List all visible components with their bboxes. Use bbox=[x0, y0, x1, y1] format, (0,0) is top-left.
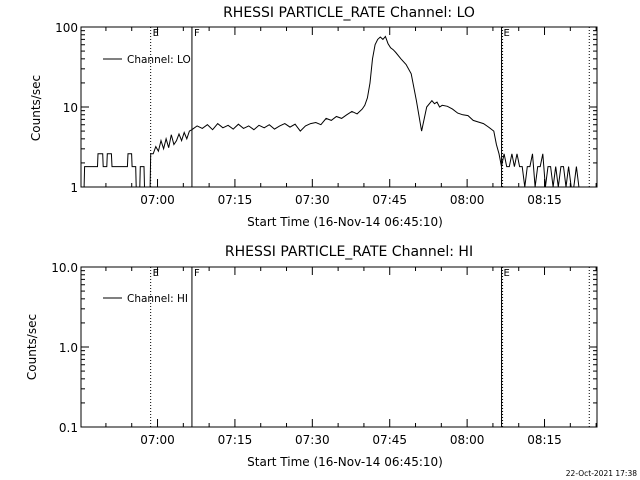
hi-event-marker-label: E bbox=[504, 268, 510, 279]
hi-x-tick-label: 08:00 bbox=[450, 433, 485, 447]
lo-channel-panel: RHESSI PARTICLE_RATE Channel: LO Counts/… bbox=[29, 5, 598, 229]
lo-panel-y-axis-label: Counts/sec bbox=[29, 75, 43, 141]
lo-x-tick-label: 08:15 bbox=[527, 193, 562, 207]
hi-x-tick-label: 07:00 bbox=[140, 433, 175, 447]
lo-panel-legend: Channel: LO bbox=[103, 54, 191, 66]
lo-x-tick-label: 08:00 bbox=[450, 193, 485, 207]
hi-x-tick-label: 07:15 bbox=[218, 433, 253, 447]
hi-panel-legend: Channel: HI bbox=[103, 293, 188, 305]
lo-series-line bbox=[81, 35, 590, 188]
hi-y-tick-label: 1.0 bbox=[59, 341, 78, 355]
lo-panel-title: RHESSI PARTICLE_RATE Channel: LO bbox=[223, 5, 475, 21]
lo-x-tick-label: 07:30 bbox=[295, 193, 330, 207]
lo-panel-x-axis-label: Start Time (16-Nov-14 06:45:10) bbox=[247, 215, 443, 229]
hi-panel-y-axis-label: Counts/sec bbox=[25, 314, 39, 380]
lo-event-marker-label: F bbox=[194, 28, 200, 39]
hi-x-tick-label: 08:15 bbox=[527, 433, 562, 447]
lo-event-marker-label: E bbox=[504, 28, 510, 39]
hi-panel-x-axis-label: Start Time (16-Nov-14 06:45:10) bbox=[247, 455, 443, 469]
lo-event-marker-label: E bbox=[153, 28, 159, 39]
lo-x-tick-label: 07:00 bbox=[140, 193, 175, 207]
lo-y-tick-label: 10 bbox=[63, 101, 78, 115]
hi-channel-panel: RHESSI PARTICLE_RATE Channel: HI Counts/… bbox=[25, 244, 598, 469]
lo-y-tick-label: 1 bbox=[70, 181, 78, 195]
hi-panel-title: RHESSI PARTICLE_RATE Channel: HI bbox=[225, 244, 473, 260]
lo-y-tick-label: 100 bbox=[55, 21, 78, 35]
hi-x-tick-label: 07:45 bbox=[372, 433, 407, 447]
hi-event-marker-label: E bbox=[153, 268, 159, 279]
generation-timestamp: 22-Oct-2021 17:38 bbox=[566, 469, 637, 478]
hi-legend-label: Channel: HI bbox=[127, 293, 188, 305]
lo-legend-label: Channel: LO bbox=[127, 54, 191, 66]
hi-event-marker-label: F bbox=[194, 268, 200, 279]
hi-y-tick-label: 0.1 bbox=[59, 421, 78, 435]
hi-y-tick-label: 10.0 bbox=[51, 261, 78, 275]
lo-x-tick-label: 07:45 bbox=[372, 193, 407, 207]
lo-x-tick-label: 07:15 bbox=[218, 193, 253, 207]
hi-x-tick-label: 07:30 bbox=[295, 433, 330, 447]
